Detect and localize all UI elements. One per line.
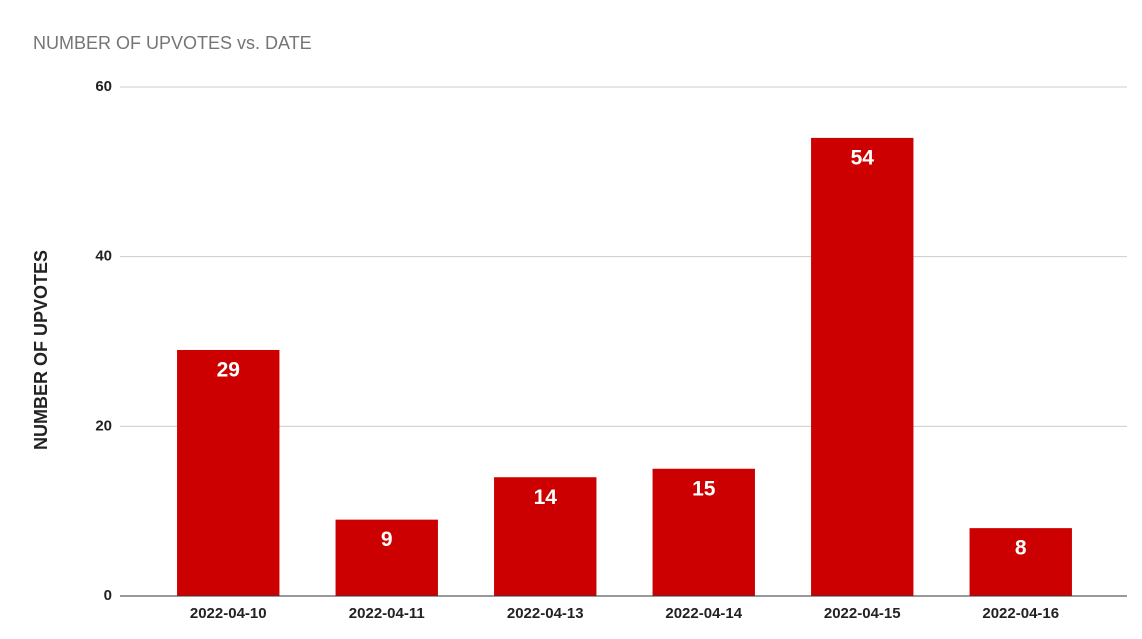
bar (335, 519, 438, 596)
x-tick-label: 2022-04-10 (190, 605, 267, 622)
chart-title: NUMBER OF UPVOTES vs. DATE (33, 33, 312, 53)
bar (177, 349, 280, 596)
value-label: 15 (692, 477, 716, 500)
bar (969, 528, 1072, 596)
y-tick-label: 40 (95, 248, 112, 265)
value-label: 14 (534, 486, 558, 509)
y-tick-label: 0 (104, 587, 112, 604)
bar (811, 137, 914, 596)
value-label: 9 (381, 528, 393, 551)
x-tick-label: 2022-04-13 (507, 605, 584, 622)
y-axis-label: NUMBER OF UPVOTES (31, 250, 51, 450)
value-label: 54 (851, 146, 875, 169)
y-tick-label: 60 (95, 78, 112, 95)
x-tick-label: 2022-04-11 (349, 605, 425, 622)
value-label: 29 (217, 359, 240, 382)
y-tick-label: 20 (95, 417, 112, 434)
x-tick-label: 2022-04-15 (824, 605, 901, 622)
x-tick-label: 2022-04-14 (665, 605, 742, 622)
value-label: 8 (1015, 537, 1027, 560)
bar (652, 468, 755, 596)
bar (494, 477, 597, 596)
x-tick-label: 2022-04-16 (982, 605, 1059, 622)
